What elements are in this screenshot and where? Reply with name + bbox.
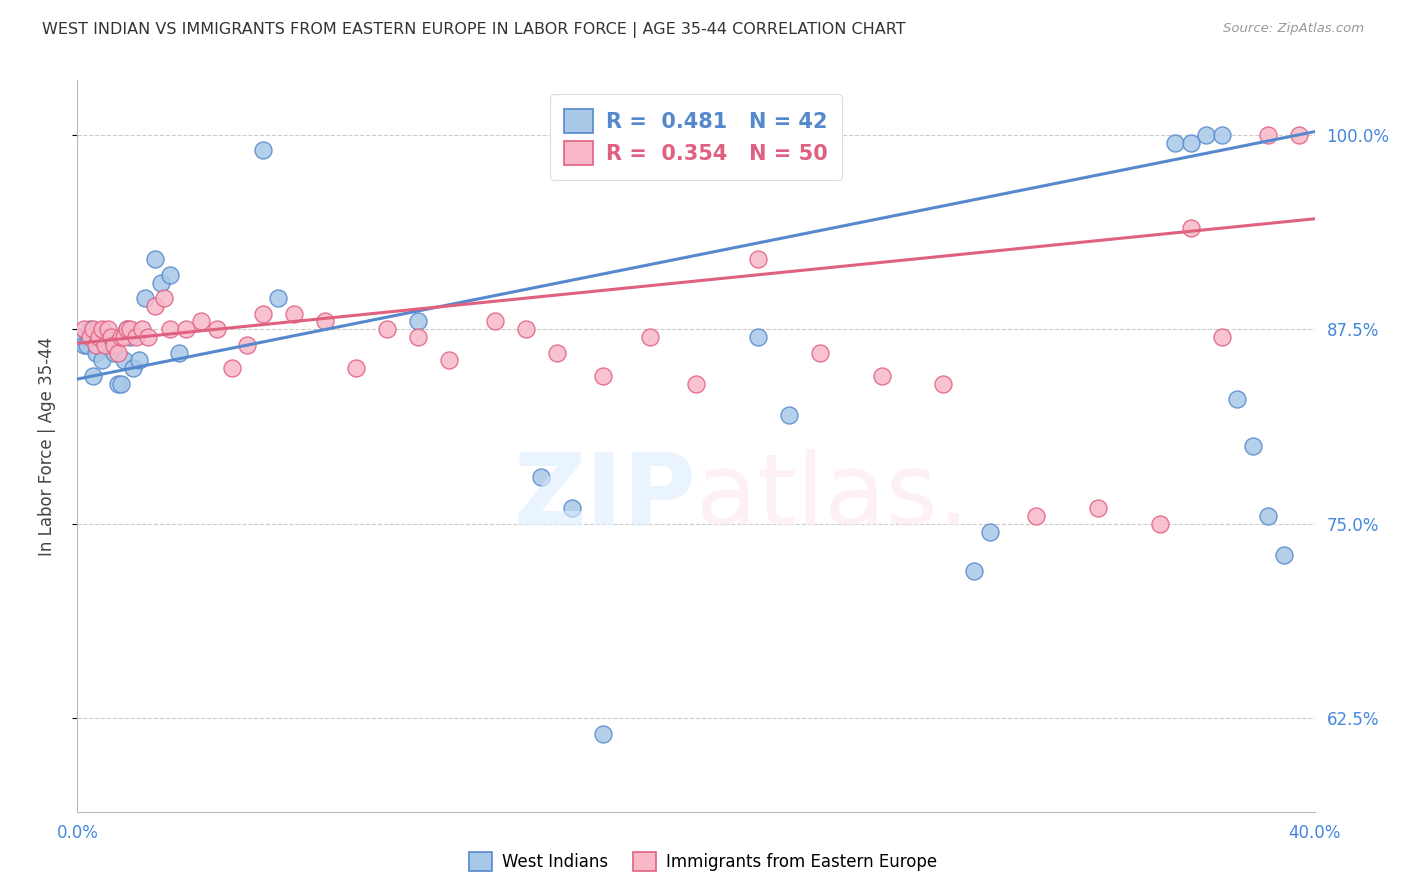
Point	[221, 361, 243, 376]
Point	[747, 330, 769, 344]
Point	[128, 353, 150, 368]
Point	[375, 322, 398, 336]
Point	[122, 361, 145, 376]
Y-axis label: In Labor Force | Age 35-44: In Labor Force | Age 35-44	[38, 336, 56, 556]
Point	[1257, 128, 1279, 142]
Point	[112, 330, 135, 344]
Point	[1288, 128, 1310, 142]
Point	[530, 470, 553, 484]
Point	[107, 345, 129, 359]
Point	[76, 338, 98, 352]
Text: WEST INDIAN VS IMMIGRANTS FROM EASTERN EUROPE IN LABOR FORCE | AGE 35-44 CORRELA: WEST INDIAN VS IMMIGRANTS FROM EASTERN E…	[42, 22, 905, 38]
Point	[110, 330, 132, 344]
Point	[515, 322, 537, 336]
Point	[118, 330, 141, 344]
Point	[592, 727, 614, 741]
Point	[107, 376, 129, 391]
Point	[1226, 392, 1249, 407]
Point	[174, 322, 197, 336]
Point	[82, 368, 104, 383]
Point	[72, 322, 94, 336]
Point	[100, 330, 122, 344]
Point	[592, 368, 614, 383]
Point	[100, 338, 122, 352]
Point	[153, 291, 176, 305]
Point	[112, 353, 135, 368]
Point	[94, 338, 117, 352]
Point	[87, 330, 110, 344]
Point	[169, 345, 191, 359]
Point	[138, 330, 160, 344]
Point	[1180, 221, 1202, 235]
Point	[72, 338, 94, 352]
Point	[437, 353, 460, 368]
Point	[79, 322, 101, 336]
Point	[115, 322, 138, 336]
Point	[103, 338, 125, 352]
Point	[1149, 516, 1171, 531]
Point	[159, 322, 181, 336]
Point	[1087, 501, 1109, 516]
Point	[87, 330, 110, 344]
Point	[808, 345, 831, 359]
Point	[979, 524, 1001, 539]
Point	[97, 338, 120, 352]
Legend: R =  0.481   N = 42, R =  0.354   N = 50: R = 0.481 N = 42, R = 0.354 N = 50	[550, 95, 842, 180]
Point	[103, 345, 125, 359]
Point	[406, 330, 429, 344]
Point	[963, 564, 986, 578]
Point	[82, 322, 104, 336]
Point	[778, 408, 800, 422]
Point	[484, 314, 506, 328]
Point	[118, 322, 141, 336]
Point	[143, 252, 166, 267]
Point	[91, 353, 114, 368]
Point	[94, 330, 117, 344]
Point	[747, 252, 769, 267]
Point	[110, 376, 132, 391]
Point	[870, 368, 893, 383]
Point	[134, 291, 156, 305]
Point	[546, 345, 568, 359]
Point	[1211, 330, 1233, 344]
Point	[685, 376, 707, 391]
Point	[159, 268, 181, 282]
Point	[84, 338, 107, 352]
Point	[1211, 128, 1233, 142]
Point	[561, 501, 583, 516]
Point	[1195, 128, 1218, 142]
Point	[149, 276, 172, 290]
Point	[314, 314, 336, 328]
Point	[252, 144, 274, 158]
Point	[406, 314, 429, 328]
Point	[97, 322, 120, 336]
Point	[1241, 439, 1264, 453]
Point	[69, 330, 91, 344]
Point	[91, 322, 114, 336]
Point	[131, 322, 153, 336]
Legend: West Indians, Immigrants from Eastern Europe: West Indians, Immigrants from Eastern Eu…	[460, 843, 946, 880]
Point	[1025, 509, 1047, 524]
Point	[115, 322, 138, 336]
Point	[283, 307, 305, 321]
Point	[252, 307, 274, 321]
Point	[236, 338, 259, 352]
Point	[84, 345, 107, 359]
Point	[205, 322, 228, 336]
Point	[1272, 548, 1295, 562]
Point	[267, 291, 290, 305]
Point	[1164, 136, 1187, 150]
Text: atlas.: atlas.	[696, 449, 969, 546]
Point	[190, 314, 212, 328]
Point	[1257, 509, 1279, 524]
Point	[638, 330, 661, 344]
Point	[79, 330, 101, 344]
Text: Source: ZipAtlas.com: Source: ZipAtlas.com	[1223, 22, 1364, 36]
Point	[932, 376, 955, 391]
Point	[143, 299, 166, 313]
Point	[1180, 136, 1202, 150]
Point	[344, 361, 367, 376]
Text: ZIP: ZIP	[513, 449, 696, 546]
Point	[125, 330, 148, 344]
